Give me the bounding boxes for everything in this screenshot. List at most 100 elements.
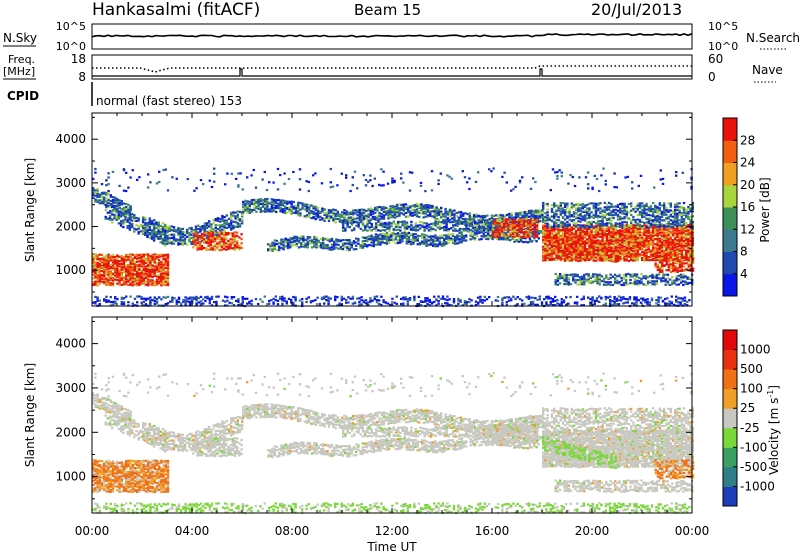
power-echo-cell [92, 253, 95, 256]
power-echo-cell [388, 237, 391, 240]
power-echo-cell [232, 227, 235, 230]
power-echo-cell [634, 256, 637, 259]
power-echo-cell [250, 208, 254, 212]
power-echo-cell [671, 242, 675, 245]
power-echo-cell [632, 255, 635, 258]
power-echo-cell [126, 219, 129, 222]
power-echo-cell [614, 234, 617, 237]
power-echo-cell [355, 241, 358, 244]
power-echo-cell [335, 238, 338, 241]
power-echo-cell [270, 207, 273, 210]
power-echo-cell [122, 263, 126, 266]
power-echo-cell [308, 241, 312, 244]
power-echo-cell [570, 241, 573, 244]
power-echo-cell [568, 212, 571, 215]
power-echo-cell [444, 218, 447, 221]
power-echo-cell [402, 213, 405, 216]
power-echo-cell [116, 275, 119, 279]
power-echo-cell [241, 213, 244, 216]
power-echo-cell [374, 237, 378, 240]
power-echo-cell [436, 236, 439, 239]
power-echo-cell [354, 217, 357, 220]
power-echo-cell [674, 251, 677, 254]
power-echo-cell [599, 224, 602, 227]
power-echo-cell [599, 243, 602, 246]
power-echo-cell [151, 257, 154, 260]
power-echo-cell [142, 221, 145, 224]
power-echo-cell [144, 216, 147, 220]
power-echo-cell [383, 234, 386, 237]
power-echo-cell [518, 230, 521, 233]
power-echo-cell [623, 226, 626, 229]
power-echo-cell [305, 207, 309, 210]
power-echo-cell [377, 243, 380, 246]
power-echo-cell [520, 220, 523, 223]
power-echo-cell [532, 210, 535, 213]
power-echo-cell [610, 242, 613, 245]
power-echo-cell [381, 225, 384, 228]
power-echo-cell [325, 215, 328, 218]
power-echo-cell [114, 201, 117, 204]
power-echo-cell [460, 234, 463, 237]
power-echo-cell [129, 253, 132, 256]
power-echo-cell [346, 222, 349, 225]
power-echo-cell [236, 215, 239, 218]
power-echo-cell [205, 238, 208, 241]
power-echo-cell [557, 206, 560, 209]
power-echo-cell [645, 238, 648, 241]
power-echo-cell [636, 231, 639, 234]
power-echo-cell [100, 259, 104, 262]
power-echo-cell [414, 239, 417, 242]
power-echo-cell [148, 233, 151, 236]
power-echo-cell [312, 217, 315, 220]
power-echo-cell [111, 257, 115, 260]
power-echo-cell [506, 213, 509, 217]
power-echo-cell [111, 266, 115, 270]
power-echo-cell [314, 209, 317, 212]
power-echo-cell [147, 272, 150, 275]
power-echo-cell [557, 252, 560, 255]
power-echo-cell [322, 237, 325, 240]
power-echo-cell [115, 214, 118, 217]
power-echo-cell [577, 256, 580, 259]
power-echo-cell [248, 208, 251, 211]
power-echo-cell [680, 245, 683, 248]
power-echo-cell [129, 209, 132, 212]
power-echo-cell [100, 262, 104, 265]
power-echo-cell [594, 236, 598, 239]
power-echo-cell [616, 213, 620, 216]
power-echo-cell [144, 275, 148, 278]
power-echo-cell [344, 221, 347, 225]
power-echo-cell [115, 218, 118, 221]
power-echo-cell [149, 273, 152, 276]
power-echo-cell [411, 214, 414, 217]
power-echo-cell [568, 234, 571, 237]
power-echo-cell [638, 246, 642, 249]
power-echo-cell [111, 264, 115, 267]
power-echo-cell [443, 239, 446, 242]
power-echo-cell [149, 271, 152, 274]
power-echo-cell [522, 233, 526, 236]
power-echo-cell [330, 210, 333, 213]
power-echo-cell [396, 213, 399, 216]
power-echo-cell [544, 254, 547, 257]
power-echo-cell [205, 240, 208, 243]
power-echo-cell [568, 228, 571, 231]
power-echo-cell [367, 208, 370, 211]
power-echo-cell [383, 241, 386, 245]
power-echo-cell [490, 218, 493, 221]
power-echo-cell [221, 225, 224, 228]
power-echo-cell [368, 229, 371, 232]
power-echo-cell [625, 223, 628, 226]
power-echo-cell [181, 243, 184, 246]
power-echo-cell [142, 257, 145, 260]
power-echo-cell [542, 220, 545, 224]
power-echo-cell [414, 236, 417, 239]
power-echo-cell [216, 218, 220, 221]
power-echo-cell [522, 241, 525, 244]
power-echo-cell [122, 270, 126, 274]
power-echo-cell [687, 232, 690, 236]
power-echo-cell [511, 235, 515, 238]
power-echo-cell [559, 252, 562, 255]
